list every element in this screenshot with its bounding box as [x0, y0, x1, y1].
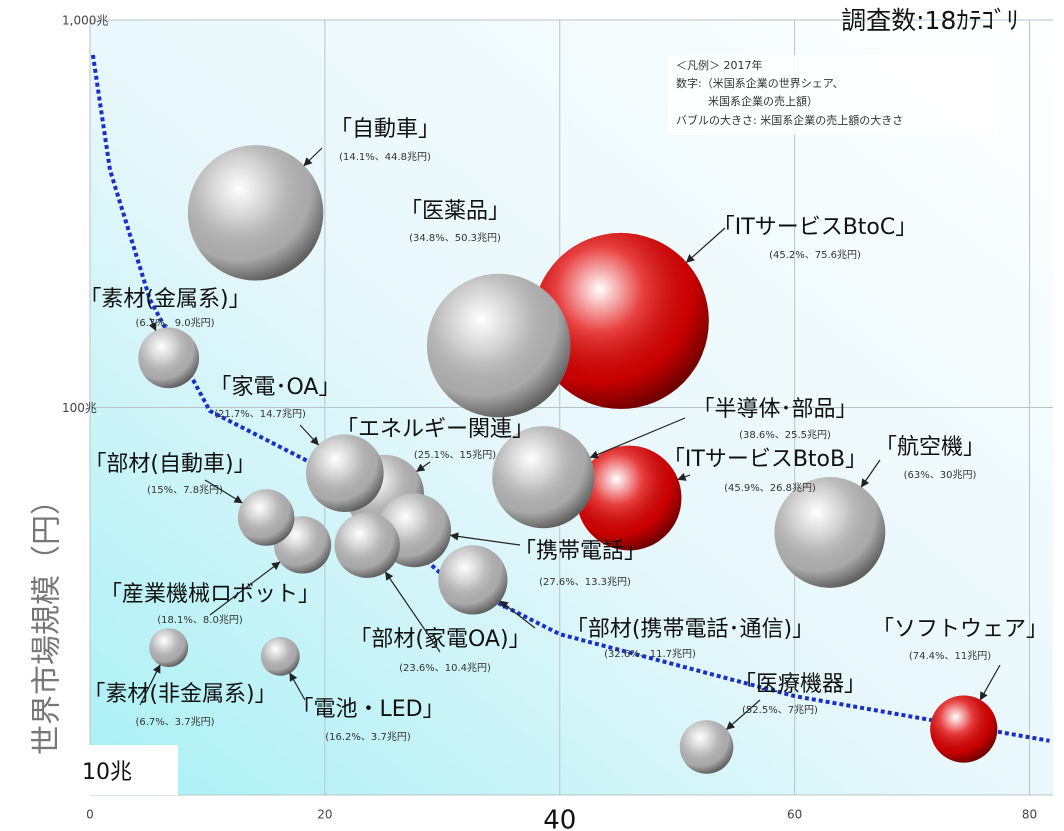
bubble-shine	[149, 628, 189, 668]
bubble-label: ｢医療機器｣	[745, 672, 855, 697]
bubble-value-label: (21.7%、14.7兆円)	[214, 408, 306, 420]
y-tick-label: 10兆	[82, 760, 132, 785]
bubble-value-label: (34.8%、50.3兆円)	[409, 232, 501, 244]
label-arrow	[685, 227, 726, 263]
bubble-label: ｢半導体･部品｣	[703, 397, 846, 422]
legend-text: 数字:（米国系企業の世界シェア、	[676, 76, 844, 90]
label-arrow	[589, 417, 686, 459]
bubble-shine	[679, 720, 734, 774]
bubble-value-label: (25.1%、15兆円)	[414, 449, 496, 461]
bubble-shine	[334, 512, 400, 578]
y-axis-label: 世界市場規模（円）	[30, 485, 65, 755]
legend-box	[668, 55, 998, 135]
label-arrow	[416, 461, 431, 472]
label-arrow	[299, 424, 319, 446]
bubble-label: ｢自動車｣	[341, 117, 429, 142]
bubble-value-label: (27.6%、13.3兆円)	[539, 576, 631, 588]
y-tick-label: 1,000兆	[62, 14, 108, 28]
label-arrow	[289, 672, 306, 701]
bubble-label: ｢携帯電話｣	[525, 539, 635, 564]
bubble-value-label: (14.1%、44.8兆円)	[339, 151, 431, 163]
bubble-shine	[187, 145, 324, 281]
legend-text: バブルの大きさ: 米国系企業の売上額の大きさ	[676, 113, 903, 127]
bubble-value-label: (16.2%、3.7兆円)	[325, 731, 411, 743]
label-arrow	[449, 532, 521, 546]
tick-box	[521, 795, 598, 831]
bubble-shine	[138, 327, 200, 389]
bubble-shine	[930, 695, 998, 763]
bubble-label: ｢医薬品｣	[411, 199, 499, 224]
label-arrow	[726, 699, 761, 730]
legend-text: ＜凡例＞ 2017年	[676, 58, 763, 72]
bubble-label: ｢エネルギー関連｣	[347, 417, 523, 442]
x-tick-label: 20	[317, 808, 332, 822]
bubble-shine	[774, 476, 886, 588]
bubble-label: ｢素材(非金属系)｣	[94, 682, 265, 707]
bubble-value-label: (18.1%、8.0兆円)	[157, 614, 243, 626]
bubble-value-label: (45.2%、75.6兆円)	[769, 249, 861, 261]
bubble-shine	[260, 636, 300, 676]
label-arrow	[148, 317, 157, 332]
y-tick-label: 100兆	[62, 401, 97, 415]
x-tick-label: 40	[543, 806, 576, 831]
label-arrow	[979, 664, 1001, 701]
bubble-label: ｢部材(家電OA)｣	[360, 627, 519, 652]
bubble-value-label: (74.4%、11兆円)	[909, 650, 991, 662]
bubble-label: ｢ITサービスBtoC｣	[724, 215, 906, 240]
bubble-value-label: (23.6%、10.4兆円)	[399, 662, 491, 674]
label-arrow	[209, 561, 281, 616]
bubble-value-label: (6.7%、9.0兆円)	[135, 317, 214, 329]
bubble-label: ｢素材(金属系)｣	[90, 287, 239, 312]
bubble-label: ｢部材(自動車)｣	[95, 452, 244, 477]
bubble-label: ｢ITサービスBtoB｣	[674, 447, 856, 472]
label-arrow	[385, 571, 441, 653]
bubble-value-label: (32.6%、11.7兆円)	[604, 648, 696, 660]
label-arrow	[677, 472, 691, 481]
bubble-label: ｢電池・LED｣	[302, 697, 433, 722]
bubble-value-label: (38.6%、25.5兆円)	[739, 429, 831, 441]
bubble-shine	[532, 232, 709, 409]
label-arrow	[204, 479, 243, 504]
bubble-label: ｢航空機｣	[886, 435, 974, 460]
bubble-shine	[438, 545, 508, 615]
bubble-value-label: (45.9%、26.8兆円)	[724, 482, 816, 494]
chart-title: 調査数:18ｶﾃｺﾞﾘ	[841, 6, 1019, 35]
bubble-shine	[237, 489, 295, 546]
bubble-value-label: (6.7%、3.7兆円)	[135, 716, 214, 728]
bubble-label: ｢家電･OA｣	[221, 375, 330, 400]
label-arrow	[139, 664, 161, 706]
x-tick-label: 80	[1022, 808, 1037, 822]
bubble-shine	[492, 426, 595, 529]
bubble-value-label: (52.5%、7兆円)	[742, 704, 818, 716]
x-tick-label: 0	[86, 808, 94, 822]
bubble-shine	[426, 273, 571, 418]
bubble-value-label: (63%、30兆円)	[904, 469, 977, 481]
tick-box	[78, 745, 178, 795]
label-arrow	[860, 459, 881, 488]
bubble-label: ｢部材(携帯電話･通信)｣	[577, 617, 803, 642]
bubble-label: ｢ソフトウェア｣	[883, 617, 1037, 642]
x-tick-label: 60	[787, 808, 802, 822]
bubble-shine	[306, 434, 384, 512]
label-arrow	[499, 600, 536, 629]
legend-text: 米国系企業の売上額）	[708, 94, 818, 108]
bubble-label: ｢産業機械ロボット｣	[111, 582, 309, 607]
bubble-value-label: (15%、7.8兆円)	[147, 484, 223, 496]
label-arrow	[303, 147, 323, 167]
bubble-shine	[576, 445, 682, 551]
